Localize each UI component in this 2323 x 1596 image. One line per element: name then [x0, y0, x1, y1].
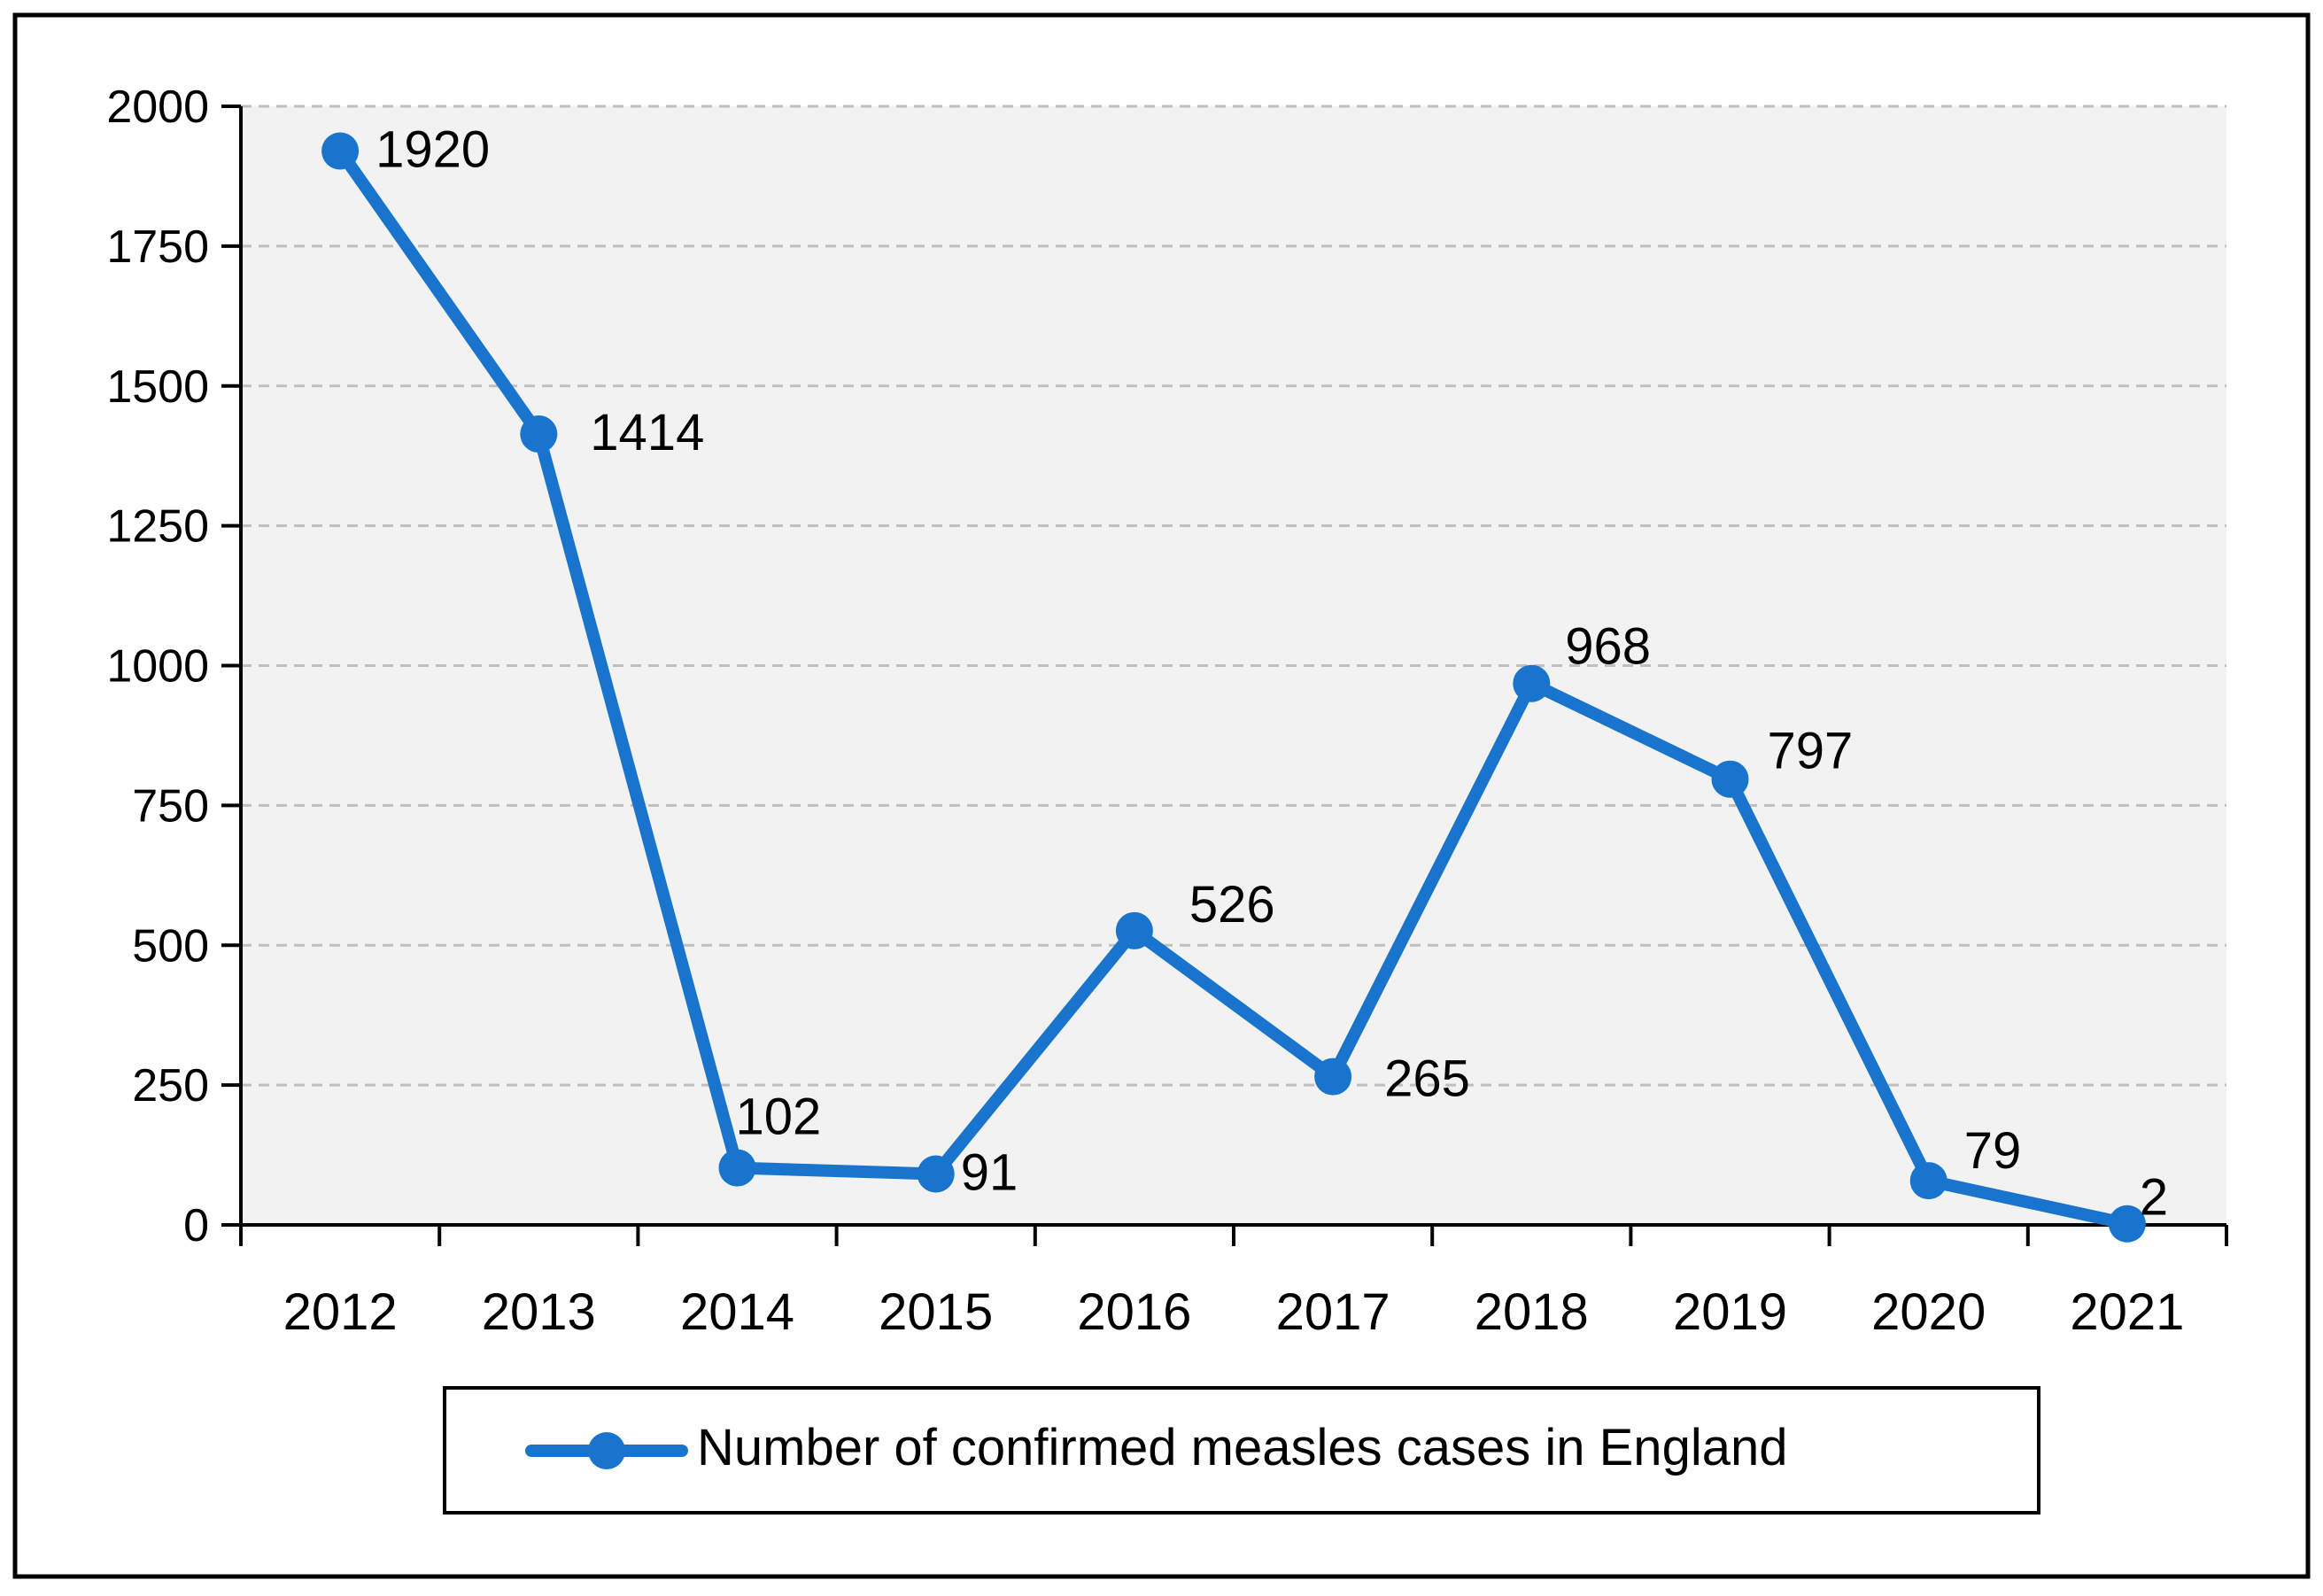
data-point [1513, 664, 1551, 702]
data-point [520, 415, 558, 453]
data-point [718, 1149, 756, 1187]
data-point [1711, 760, 1749, 798]
data-label: 2 [2140, 1169, 2168, 1227]
x-tick-label: 2020 [1871, 1283, 1986, 1341]
axes: 0 250 500 750 1000 1250 1500 1750 2000 2012 2013 20… [106, 81, 2228, 1341]
series-line [334, 144, 2133, 1230]
x-tick-label: 2015 [879, 1283, 993, 1341]
y-tick-label: 1000 [106, 641, 209, 693]
x-tick-label: 2016 [1077, 1283, 1191, 1341]
data-point [1314, 1058, 1352, 1096]
y-tick-label: 500 [132, 920, 209, 972]
data-label: 265 [1384, 1050, 1470, 1108]
y-tick-label: 750 [132, 780, 209, 832]
y-tick-label: 1750 [106, 221, 209, 273]
x-tick-label: 2019 [1673, 1283, 1787, 1341]
data-point [1909, 1162, 1947, 1200]
data-point [2108, 1205, 2146, 1243]
gridlines [241, 105, 2226, 1087]
data-label: 526 [1189, 876, 1275, 934]
data-label: 1414 [590, 404, 704, 461]
data-label: 79 [1964, 1122, 2022, 1180]
legend-label: Number of confirmed measles cases in Eng… [697, 1419, 1787, 1476]
data-label: 968 [1565, 618, 1651, 676]
data-point [321, 132, 360, 170]
y-tick-label: 0 [183, 1200, 209, 1251]
data-label: 1920 [376, 121, 490, 179]
data-label: 91 [961, 1144, 1018, 1202]
y-tick-label: 1250 [106, 501, 209, 553]
x-tick-label: 2021 [2070, 1283, 2184, 1341]
series-layer: 1920 1414 102 91 526 265 968 797 79 2 [321, 121, 2168, 1243]
x-tick-label: 2013 [482, 1283, 596, 1341]
x-tick-label: 2017 [1276, 1283, 1390, 1341]
x-tick-label: 2014 [680, 1283, 794, 1341]
y-tick-label: 250 [132, 1060, 209, 1112]
data-point [1115, 911, 1153, 949]
x-tick-label: 2018 [1475, 1283, 1589, 1341]
legend: Number of confirmed measles cases in Eng… [443, 1386, 2040, 1515]
data-point [917, 1155, 955, 1193]
data-label: 797 [1768, 723, 1854, 780]
y-tick-label: 1500 [106, 361, 209, 413]
legend-box [443, 1386, 2040, 1515]
data-label: 102 [736, 1089, 822, 1146]
x-tick-label: 2012 [283, 1283, 398, 1341]
y-tick-label: 2000 [106, 81, 209, 133]
legend-dot-marker [588, 1432, 625, 1469]
